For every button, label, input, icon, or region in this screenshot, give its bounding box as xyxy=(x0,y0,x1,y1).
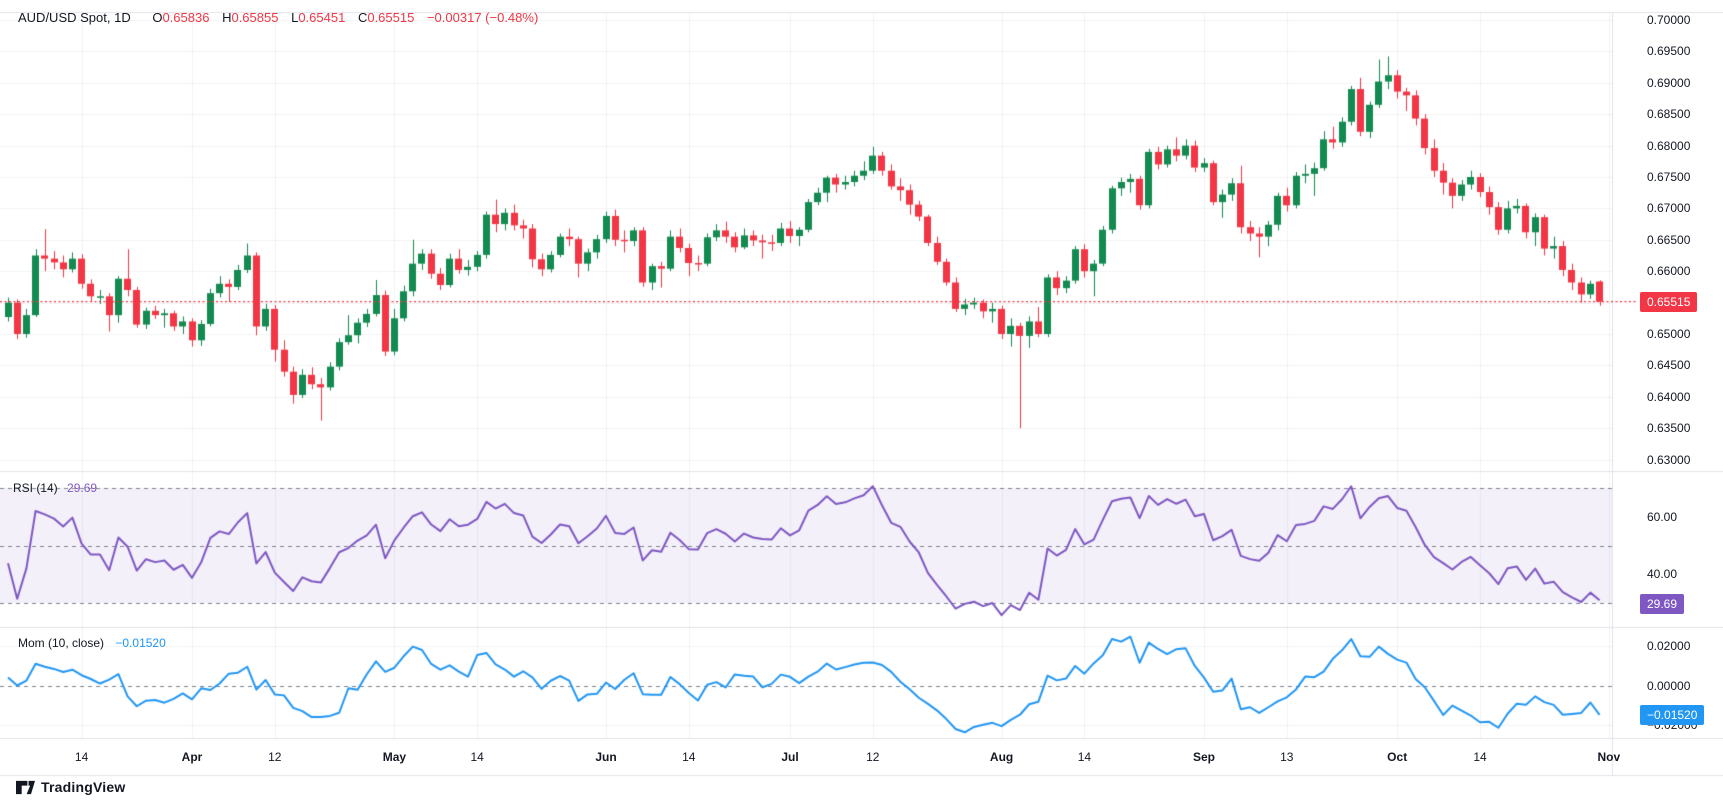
open-value: 0.65836 xyxy=(162,10,210,25)
tradingview-logo-text[interactable]: TradingView xyxy=(41,779,126,795)
mom-value: −0.01520 xyxy=(115,636,166,650)
footer-bar: TradingView xyxy=(16,779,125,795)
high-value: 0.65855 xyxy=(231,10,279,25)
high-label: H xyxy=(222,10,232,25)
change-value: −0.00317 (−0.48%) xyxy=(426,10,539,25)
time-scale[interactable] xyxy=(0,738,1612,775)
rsi-value: 29.69 xyxy=(67,481,98,495)
tradingview-logo-icon[interactable] xyxy=(16,780,35,795)
mom-value-badge: −0.01520 xyxy=(1640,705,1705,725)
last-price-badge: 0.65515 xyxy=(1640,292,1698,312)
rsi-label[interactable]: RSI (14) xyxy=(13,481,58,495)
rsi-value-badge: 29.69 xyxy=(1640,594,1685,614)
rsi-legend: RSI (14) 29.69 xyxy=(13,481,97,495)
mom-legend: Mom (10, close) −0.01520 xyxy=(18,636,166,650)
low-label: L xyxy=(291,10,299,25)
symbol-title[interactable]: AUD/USD Spot, 1D xyxy=(18,10,131,25)
low-value: 0.65451 xyxy=(298,10,346,25)
price-scale[interactable] xyxy=(1612,12,1723,775)
close-value: 0.65515 xyxy=(367,10,415,25)
close-label: C xyxy=(357,10,368,25)
symbol-legend: AUD/USD Spot, 1D O0.65836 H0.65855 L0.65… xyxy=(18,10,538,25)
open-label: O xyxy=(152,10,163,25)
mom-label[interactable]: Mom (10, close) xyxy=(18,636,105,650)
